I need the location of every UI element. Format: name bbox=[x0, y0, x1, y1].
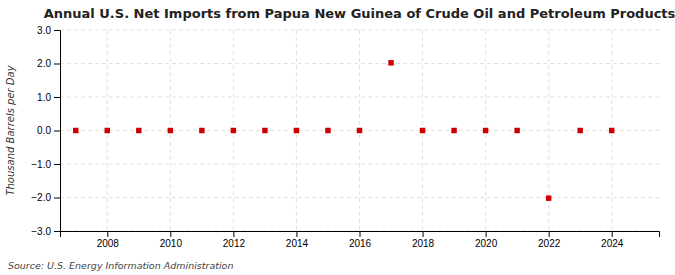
point bbox=[609, 128, 614, 133]
point bbox=[325, 128, 330, 133]
plot-area: 2008 2010 2012 2014 2016 2018 2020 2022 2024 −3.0… bbox=[31, 25, 659, 249]
point bbox=[546, 195, 551, 200]
tick-mark bbox=[423, 231, 424, 237]
tick-mark bbox=[233, 231, 234, 237]
tick-mark bbox=[612, 231, 613, 237]
tick-label: 2018 bbox=[412, 238, 435, 249]
tick-mark bbox=[54, 198, 60, 199]
tick-label: 2008 bbox=[97, 238, 120, 249]
y-axis: −3.0 −2.0 −1.0 0.0 1.0 2.0 3.0 bbox=[31, 25, 60, 237]
tick: 0.0 bbox=[37, 125, 60, 136]
title: Annual U.S. Net Imports from Papua New G… bbox=[44, 6, 675, 21]
tick-label: 2012 bbox=[223, 238, 246, 249]
point bbox=[514, 128, 519, 133]
tick: 2022 bbox=[538, 231, 561, 249]
tick-mark bbox=[54, 164, 60, 165]
grid-line bbox=[60, 63, 659, 64]
tick: 2.0 bbox=[37, 58, 60, 69]
tick: 2012 bbox=[223, 231, 246, 249]
tick-label: 2014 bbox=[286, 238, 309, 249]
point bbox=[451, 128, 456, 133]
tick-label: −3.0 bbox=[31, 226, 51, 237]
grid-line bbox=[60, 197, 659, 198]
point bbox=[168, 128, 173, 133]
point bbox=[388, 60, 393, 65]
tick-label: 2.0 bbox=[37, 58, 51, 69]
tick-mark bbox=[54, 64, 60, 65]
tick-mark bbox=[54, 97, 60, 98]
point bbox=[73, 128, 78, 133]
tick: 2024 bbox=[601, 231, 624, 249]
grid bbox=[60, 30, 659, 231]
tick: 2018 bbox=[412, 231, 435, 249]
points bbox=[73, 60, 614, 201]
tick: −2.0 bbox=[31, 192, 60, 203]
tick: 2016 bbox=[349, 231, 372, 249]
x-axis: 2008 2010 2012 2014 2016 2018 2020 2022 2024 bbox=[61, 231, 660, 249]
tick-label: 2022 bbox=[538, 238, 561, 249]
tick-mark bbox=[360, 231, 361, 237]
tick-mark bbox=[54, 231, 60, 232]
point bbox=[105, 128, 110, 133]
tick: 2020 bbox=[475, 231, 498, 249]
tick: 2008 bbox=[97, 231, 120, 249]
tick-mark bbox=[296, 231, 297, 237]
tick-label: 3.0 bbox=[37, 25, 51, 36]
tick: 2014 bbox=[286, 231, 309, 249]
tick: 3.0 bbox=[37, 25, 60, 36]
axis-line bbox=[54, 31, 61, 232]
point bbox=[357, 128, 362, 133]
axis-line bbox=[61, 232, 660, 238]
point bbox=[420, 128, 425, 133]
tick-label: −1.0 bbox=[31, 159, 51, 170]
tick-label: 0.0 bbox=[37, 125, 51, 136]
tick-label: 2020 bbox=[475, 238, 498, 249]
tick-mark bbox=[549, 231, 550, 237]
point bbox=[577, 128, 582, 133]
point bbox=[136, 128, 141, 133]
annotation: Source: U.S. Energy Information Administ… bbox=[8, 260, 233, 271]
chart: 2008 2010 2012 2014 2016 2018 2020 2022 2024 −3.0… bbox=[0, 0, 675, 275]
point bbox=[483, 128, 488, 133]
tick: 2010 bbox=[160, 231, 183, 249]
tick-label: 2010 bbox=[160, 238, 183, 249]
point bbox=[262, 128, 267, 133]
tick-label: 2016 bbox=[349, 238, 372, 249]
tick-label: 1.0 bbox=[37, 92, 51, 103]
tick-mark bbox=[54, 131, 60, 132]
point bbox=[294, 128, 299, 133]
tick: −1.0 bbox=[31, 159, 60, 170]
tick: 1.0 bbox=[37, 92, 60, 103]
tick-mark bbox=[107, 231, 108, 237]
tick: −3.0 bbox=[31, 226, 60, 237]
tick-mark bbox=[170, 231, 171, 237]
tick-mark bbox=[54, 30, 60, 31]
tick-mark bbox=[486, 231, 487, 237]
y-axis-label: Thousand Barrels per Day bbox=[5, 64, 16, 195]
tick-label: −2.0 bbox=[31, 192, 51, 203]
point bbox=[199, 128, 204, 133]
tick-label: 2024 bbox=[601, 238, 624, 249]
point bbox=[231, 128, 236, 133]
